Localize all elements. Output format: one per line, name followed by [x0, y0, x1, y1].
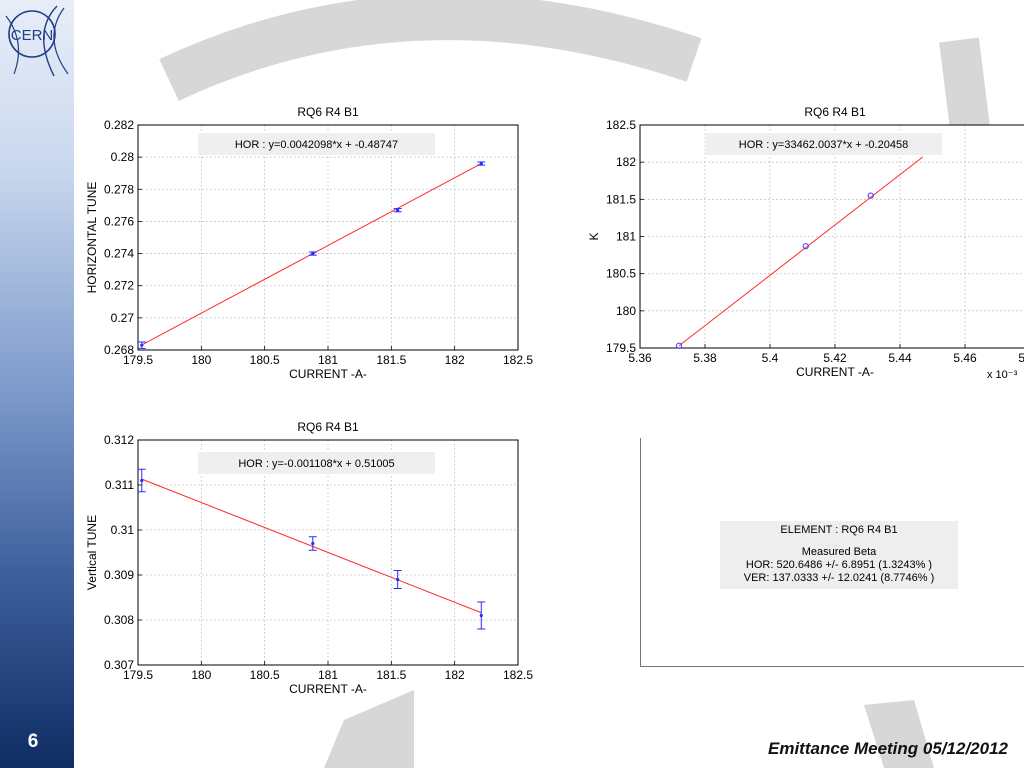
y-tick-label: 0.308 — [104, 613, 134, 627]
x-tick-label: 181 — [318, 668, 338, 682]
x-tick-label: 182.5 — [503, 668, 533, 682]
y-tick-label: 0.28 — [111, 150, 135, 164]
fit-annotation: HOR : y=33462.0037*x + -0.20458 — [739, 139, 908, 151]
x-tick-label: 5.4 — [762, 351, 779, 365]
x-axis-label: CURRENT -A- — [289, 367, 367, 381]
data-point — [396, 208, 400, 212]
slide-number: 6 — [27, 731, 39, 752]
info-panel: ELEMENT : RQ6 R4 B1 Measured Beta HOR: 5… — [640, 438, 1024, 667]
element-label: ELEMENT : RQ6 R4 B1 — [780, 524, 898, 536]
x-tick-label: 180.5 — [250, 668, 280, 682]
measured-beta-box: ELEMENT : RQ6 R4 B1 Measured Beta HOR: 5… — [720, 521, 958, 589]
x-axis-label: CURRENT -A- — [796, 365, 874, 379]
data-point — [140, 343, 144, 347]
y-axis-label: K — [587, 232, 601, 240]
fit-annotation-box — [198, 452, 435, 474]
fit-line — [141, 478, 482, 614]
data-point — [867, 192, 874, 199]
y-axis-label: Vertical TUNE — [85, 515, 99, 590]
chart-title: RQ6 R4 B1 — [297, 420, 359, 434]
chart-title: RQ6 R4 B1 — [804, 105, 866, 119]
y-tick-label: 182 — [616, 155, 636, 169]
hor-beta-value: HOR: 520.6486 +/- 6.8951 (1.3243% ) — [745, 559, 933, 571]
chart-horizontal-tune: 179.5 180 180.5 181 181.5 182 182.5 0.268 0.27 0.… — [85, 105, 533, 381]
ver-beta-value: VER: 137.0333 +/- 12.0241 (8.7746% ) — [743, 572, 935, 584]
sidebar: CERN 6 — [0, 0, 74, 768]
fit-annotation-box — [198, 133, 435, 155]
x-tick-label: 179.5 — [123, 668, 153, 682]
y-tick-label: 0.27 — [111, 311, 135, 325]
data-point — [802, 243, 809, 250]
y-tick-label: 0.268 — [104, 343, 134, 357]
chart-title: RQ6 R4 B1 — [297, 105, 359, 119]
x-tick-label: 182.5 — [503, 353, 533, 367]
y-axis-label: HORIZONTAL TUNE — [85, 182, 99, 294]
x-tick-label: 5.44 — [888, 351, 912, 365]
y-tick-label: 0.311 — [105, 478, 134, 492]
y-tick-label: 180 — [616, 304, 636, 318]
x-tick-label: 181.5 — [376, 353, 406, 367]
fit-annotation: HOR : y=0.0042098*x + -0.48747 — [235, 139, 398, 151]
data-point — [396, 577, 400, 582]
x-tick-label: 182 — [445, 668, 465, 682]
x-tick-label: 5.48 — [1018, 351, 1024, 365]
chart-vertical-tune: 179.5 180 180.5 181 181.5 182 182.5 0.307 0.308 0… — [85, 420, 533, 696]
x-tick-label: 180.5 — [250, 353, 280, 367]
y-tick-label: 0.31 — [111, 523, 135, 537]
fit-annotation-box — [705, 133, 942, 155]
y-tick-label: 180.5 — [606, 267, 636, 281]
y-tick-label: 181.5 — [606, 192, 636, 206]
chart-k-vs-current: 5.36 5.38 5.4 5.42 5.44 5.46 5.48 179.5 180 180.5… — [587, 105, 1024, 381]
x-tick-label: 5.46 — [953, 351, 977, 365]
data-point — [675, 342, 683, 349]
fit-annotation: HOR : y=-0.001108*x + 0.51005 — [238, 458, 394, 470]
x-tick-label: 182 — [445, 353, 465, 367]
y-tick-label: 179.5 — [606, 341, 636, 355]
y-tick-label: 0.274 — [104, 247, 134, 261]
measured-beta-label: Measured Beta — [801, 546, 877, 558]
x-tick-label: 180 — [191, 668, 211, 682]
cern-logo: CERN — [5, 5, 69, 77]
x-axis-label: CURRENT -A- — [289, 682, 367, 696]
x-tick-label: 181 — [318, 353, 338, 367]
data-point — [311, 541, 315, 546]
x-tick-label: 5.38 — [693, 351, 717, 365]
data-point — [479, 613, 483, 618]
x-tick-label: 179.5 — [123, 353, 153, 367]
y-tick-label: 0.276 — [104, 214, 134, 228]
y-tick-label: 0.272 — [104, 279, 134, 293]
x-tick-label: 180 — [191, 353, 211, 367]
y-tick-label: 0.307 — [104, 658, 134, 672]
y-tick-label: 182.5 — [606, 118, 636, 132]
footer-text: Emittance Meeting 05/12/2012 — [767, 739, 1008, 758]
y-tick-label: 181 — [616, 230, 636, 244]
data-point — [140, 478, 144, 483]
data-point — [479, 161, 483, 166]
data-point — [311, 251, 315, 256]
y-tick-label: 0.282 — [104, 118, 134, 132]
x-tick-label: 5.36 — [628, 351, 652, 365]
logo-text: CERN — [11, 27, 54, 44]
fit-line — [678, 156, 924, 347]
y-tick-label: 0.312 — [104, 433, 134, 447]
x-multiplier-label: x 10⁻³ — [987, 369, 1018, 381]
x-tick-label: 181.5 — [376, 668, 406, 682]
y-tick-label: 0.278 — [104, 182, 134, 196]
y-tick-label: 0.309 — [104, 568, 134, 582]
x-tick-label: 5.42 — [823, 351, 847, 365]
